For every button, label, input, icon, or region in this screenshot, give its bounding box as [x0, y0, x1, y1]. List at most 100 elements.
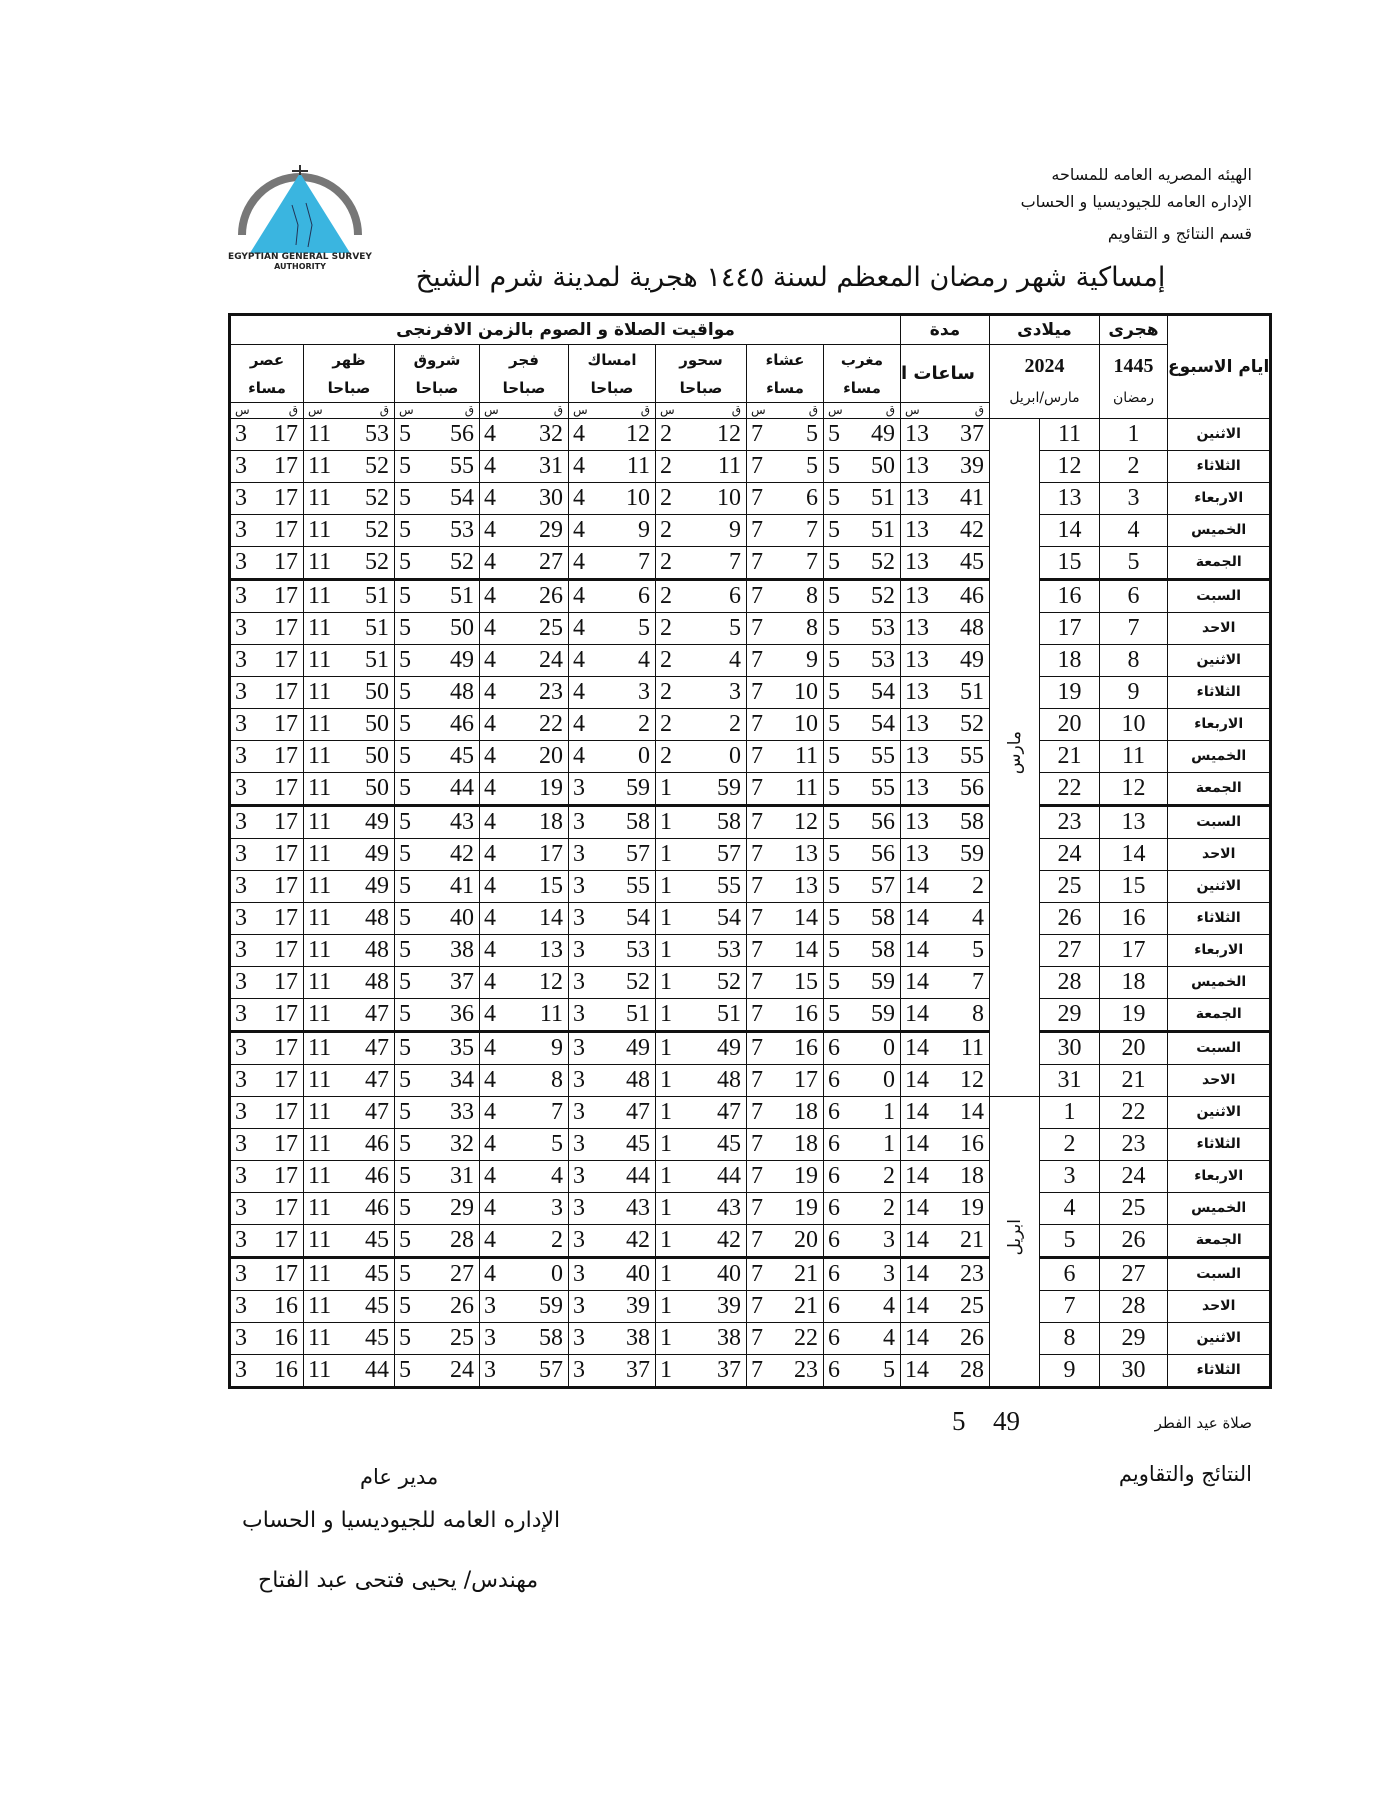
minute-value: 20	[509, 740, 569, 773]
month-label: ابريل	[1004, 1218, 1025, 1256]
minute-value: 24	[424, 1354, 480, 1388]
minute-value: 58	[598, 805, 656, 839]
hour-value: 3	[568, 902, 599, 935]
hour-value: 1	[655, 1224, 686, 1259]
minute-value: 18	[774, 1128, 824, 1161]
day-name: الثلاثاء	[1166, 902, 1272, 935]
minute-value: 31	[424, 1160, 480, 1193]
minute-value: 15	[774, 966, 824, 999]
hour-value: 4	[479, 644, 510, 677]
minute-value: 49	[341, 805, 395, 839]
minute-value: 39	[598, 1290, 656, 1323]
hour-value: 4	[479, 838, 510, 871]
hour-value: 5	[823, 676, 852, 709]
hour-value: 3	[568, 1064, 599, 1097]
fasting-minutes: 49	[940, 644, 990, 677]
org-department: الإداره العامه للجيوديسيا و الحساب	[1020, 192, 1252, 211]
hour-value: 11	[303, 482, 342, 515]
minute-value: 35	[424, 1031, 480, 1065]
hijri-day: 26	[1099, 1224, 1168, 1259]
minute-value: 13	[774, 838, 824, 871]
minute-value: 8	[509, 1064, 569, 1097]
table-row: 3 16 11 44 5 24 3 57 3 37 1 37 7 23 6 5 14 28 9 30 الثلاثاء	[229, 1354, 1272, 1388]
minute-value: 14	[774, 902, 824, 935]
hour-value: 4	[568, 450, 599, 483]
hour-value: 5	[394, 870, 425, 903]
hour-label: س	[568, 402, 599, 419]
minute-value: 45	[685, 1128, 747, 1161]
hour-value: 11	[303, 708, 342, 741]
fasting-minutes: 25	[940, 1290, 990, 1323]
minute-value: 2	[851, 1160, 901, 1193]
fasting-hours: 14	[900, 998, 941, 1033]
hour-value: 11	[303, 870, 342, 903]
minute-value: 0	[851, 1031, 901, 1065]
fasting-hours: 13	[900, 418, 941, 451]
hour-value: 3	[229, 1192, 260, 1225]
minute-value: 17	[259, 546, 304, 581]
hijri-day: 17	[1099, 934, 1168, 967]
minute-value: 8	[774, 612, 824, 645]
minute-value: 52	[341, 450, 395, 483]
org-name: الهيئه المصريه العامه للمساحه	[1051, 165, 1252, 184]
hour-value: 5	[823, 418, 852, 451]
minute-value: 16	[259, 1322, 304, 1355]
minute-value: 17	[259, 644, 304, 677]
hour-value: 3	[568, 1257, 599, 1291]
hijri-day: 11	[1099, 740, 1168, 773]
minute-value: 44	[598, 1160, 656, 1193]
hour-value: 3	[568, 1354, 599, 1388]
hour-value: 5	[823, 902, 852, 935]
gregorian-day: 20	[1039, 708, 1100, 741]
minute-value: 52	[685, 966, 747, 999]
minute-value: 19	[509, 772, 569, 807]
minute-value: 16	[259, 1354, 304, 1388]
hour-value: 3	[229, 644, 260, 677]
fasting-hours: 14	[900, 1064, 941, 1097]
minute-value: 56	[851, 838, 901, 871]
column-period: صباحا	[415, 378, 459, 397]
hour-value: 1	[655, 902, 686, 935]
minute-value: 57	[598, 838, 656, 871]
hijri-day: 23	[1099, 1128, 1168, 1161]
hour-value: 5	[394, 546, 425, 581]
minute-value: 49	[341, 838, 395, 871]
table-row: 3 17 11 53 5 56 4 32 4 12 2 12 7 5 5 49 13 37 مارس 11 1 الاثن…	[229, 418, 1272, 1097]
minute-value: 18	[774, 1096, 824, 1129]
day-name: السبت	[1166, 1257, 1272, 1291]
header-row: مواقيت الصلاة و الصوم بالزمن الافرنجى مدة…	[229, 314, 1272, 419]
hour-value: 3	[229, 1064, 260, 1097]
minute-value: 50	[341, 740, 395, 773]
gregorian-day: 6	[1039, 1257, 1100, 1291]
hour-value: 11	[303, 966, 342, 999]
minute-value: 17	[509, 838, 569, 871]
hour-value: 5	[823, 998, 852, 1033]
department-signature: النتائج والتقاويم	[1118, 1462, 1252, 1486]
minute-value: 50	[851, 450, 901, 483]
minute-value: 5	[598, 612, 656, 645]
svg-text:AUTHORITY: AUTHORITY	[274, 262, 326, 270]
minute-value: 50	[341, 772, 395, 807]
fasting-hours: 14	[900, 1192, 941, 1225]
hour-value: 3	[568, 1224, 599, 1259]
minute-value: 49	[598, 1031, 656, 1065]
minute-value: 5	[851, 1354, 901, 1388]
day-name: الجمعة	[1166, 546, 1272, 581]
fasting-minutes: 26	[940, 1322, 990, 1355]
minute-value: 17	[259, 1064, 304, 1097]
hour-value: 3	[229, 1322, 260, 1355]
hour-value: 3	[568, 1128, 599, 1161]
minute-value: 17	[259, 1031, 304, 1065]
minute-value: 46	[341, 1160, 395, 1193]
minute-value: 11	[685, 450, 747, 483]
minute-value: 43	[685, 1192, 747, 1225]
minute-value: 44	[685, 1160, 747, 1193]
day-name: الاحد	[1166, 1064, 1272, 1097]
hour-value: 4	[479, 1031, 510, 1065]
fasting-hours: 13	[900, 805, 941, 839]
minute-value: 5	[509, 1128, 569, 1161]
hour-value: 6	[823, 1031, 852, 1065]
fasting-minutes: 51	[940, 676, 990, 709]
minute-value: 2	[598, 708, 656, 741]
hijri-day: 27	[1099, 1257, 1168, 1291]
